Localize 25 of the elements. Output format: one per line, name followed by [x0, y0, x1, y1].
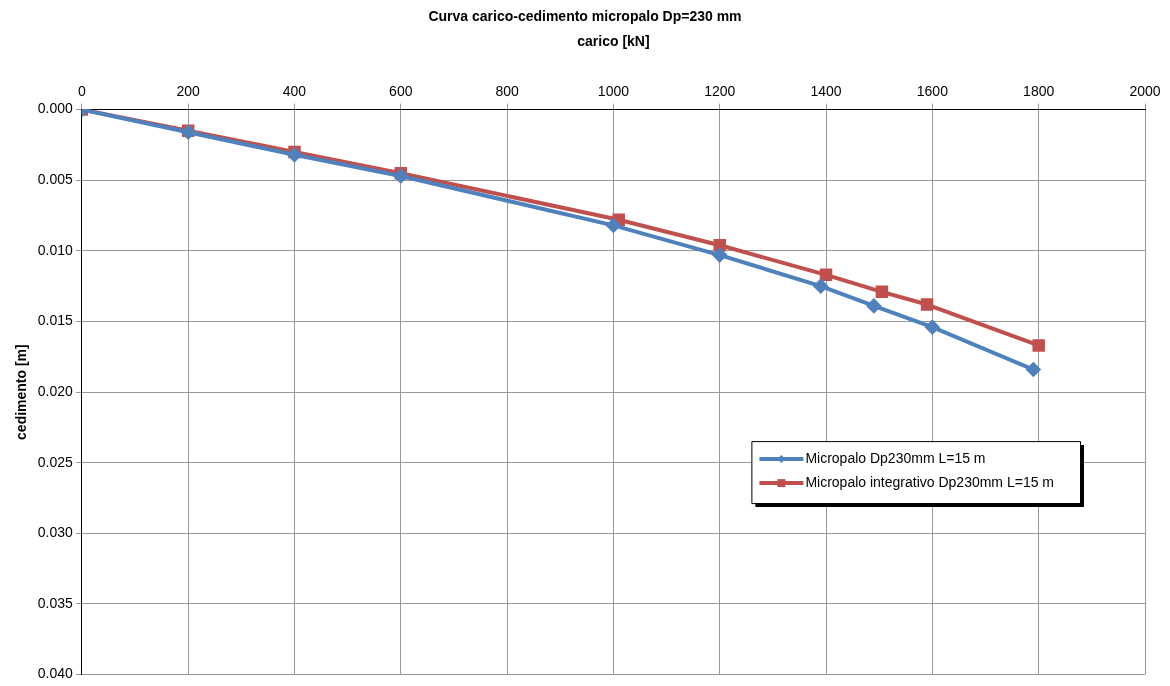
- y-tick-label: 0.030: [37, 524, 74, 541]
- x-axis-title: carico [kN]: [577, 33, 650, 50]
- x-tick-label: 400: [282, 83, 307, 100]
- x-tick-label: 1400: [810, 83, 842, 100]
- x-tick-label: 800: [495, 83, 519, 100]
- x-tick-label: 200: [176, 83, 201, 100]
- x-tick-label: 1600: [916, 83, 949, 100]
- legend-label: Micropalo Dp230mm L=15 m: [805, 449, 986, 466]
- y-tick-label: 0.010: [37, 241, 74, 258]
- x-tick-label: 1800: [1023, 83, 1055, 100]
- x-tick-label: 1000: [597, 83, 630, 100]
- y-tick-label: 0.025: [37, 453, 74, 470]
- y-tick-label: 0.000: [37, 100, 74, 117]
- chart-title: Curva carico-cedimento micropalo Dp=230 mm: [427, 8, 743, 24]
- legend-label: Micropalo integrativo Dp230mm L=15 m: [805, 473, 1055, 490]
- x-tick-label: 0: [77, 83, 86, 100]
- y-tick-label: 0.020: [37, 382, 74, 399]
- x-tick-label: 1200: [704, 83, 736, 100]
- x-tick-label: 600: [389, 83, 413, 100]
- x-tick-label: 2000: [1129, 83, 1161, 100]
- y-tick-label: 0.035: [37, 594, 74, 611]
- y-tick-label: 0.040: [37, 665, 74, 682]
- y-tick-label: 0.015: [37, 312, 74, 329]
- y-axis-title: cedimento [m]: [13, 344, 30, 440]
- y-tick-label: 0.005: [37, 171, 74, 188]
